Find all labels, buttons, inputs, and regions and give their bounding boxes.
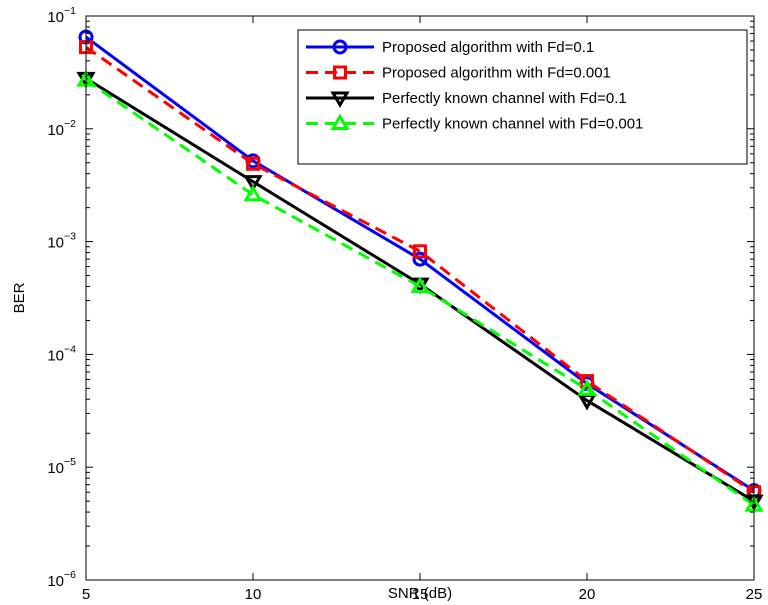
- y-tick-label: 10−1: [47, 5, 76, 26]
- legend-entry: Perfectly known channel with Fd=0.001: [306, 113, 643, 133]
- legend-entry: Perfectly known channel with Fd=0.1: [306, 90, 627, 108]
- series-line: [85, 78, 755, 507]
- series-line: [85, 77, 755, 503]
- legend-marker: [330, 91, 350, 108]
- data-point: [410, 276, 430, 293]
- y-tick-label: 10−6: [47, 569, 76, 590]
- legend-marker: [332, 39, 348, 55]
- legend: Proposed algorithm with Fd=0.1 Proposed a…: [297, 29, 748, 165]
- legend-marker: [333, 65, 347, 80]
- y-tick-label: 10−3: [47, 231, 76, 252]
- y-tick-base: 10: [47, 9, 64, 26]
- data-point: [412, 251, 428, 267]
- data-point: [413, 244, 427, 259]
- y-tick-label: 10−4: [47, 343, 76, 364]
- y-tick-base: 10: [47, 347, 64, 364]
- data-point: [577, 379, 597, 396]
- legend-label: Perfectly known channel with Fd=0.001: [382, 116, 643, 133]
- legend-label: Proposed algorithm with Fd=0.1: [382, 39, 594, 56]
- legend-label: Perfectly known channel with Fd=0.1: [382, 90, 627, 107]
- y-tick-exponent: −4: [64, 343, 76, 355]
- x-tick-label: 10: [245, 586, 262, 603]
- x-tick-label: 20: [579, 586, 596, 603]
- legend-entry: Proposed algorithm with Fd=0.001: [306, 65, 611, 82]
- y-tick-base: 10: [47, 122, 64, 139]
- y-tick-exponent: −1: [64, 5, 76, 17]
- y-tick-exponent: −6: [64, 569, 76, 581]
- legend-entry: Proposed algorithm with Fd=0.1: [306, 39, 594, 56]
- y-tick-exponent: −5: [64, 456, 76, 468]
- y-tick-base: 10: [47, 235, 64, 252]
- x-tick-label: 15: [412, 586, 429, 603]
- y-tick-exponent: −2: [64, 118, 76, 130]
- legend-label: Proposed algorithm with Fd=0.001: [382, 65, 611, 82]
- legend-marker: [330, 113, 350, 130]
- x-axis-title: SNR (dB): [388, 585, 452, 602]
- y-tick-label: 10−2: [47, 118, 76, 139]
- data-point: [243, 184, 263, 202]
- y-tick-label: 10−5: [47, 456, 76, 477]
- x-tick-label: 25: [746, 586, 763, 603]
- data-point: [243, 175, 263, 192]
- y-tick-base: 10: [47, 460, 64, 477]
- data-point: [580, 374, 594, 389]
- plot-frame: [85, 15, 755, 581]
- y-tick-base: 10: [47, 573, 64, 590]
- y-tick-exponent: −3: [64, 231, 76, 243]
- x-tick-label: 5: [82, 586, 90, 603]
- y-axis-title: BER: [11, 282, 28, 313]
- series-line: [85, 45, 755, 494]
- data-point: [246, 156, 260, 171]
